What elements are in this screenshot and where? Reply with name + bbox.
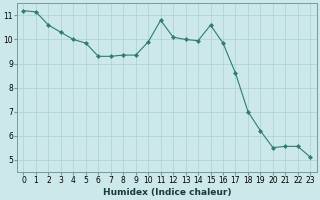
X-axis label: Humidex (Indice chaleur): Humidex (Indice chaleur) <box>103 188 231 197</box>
